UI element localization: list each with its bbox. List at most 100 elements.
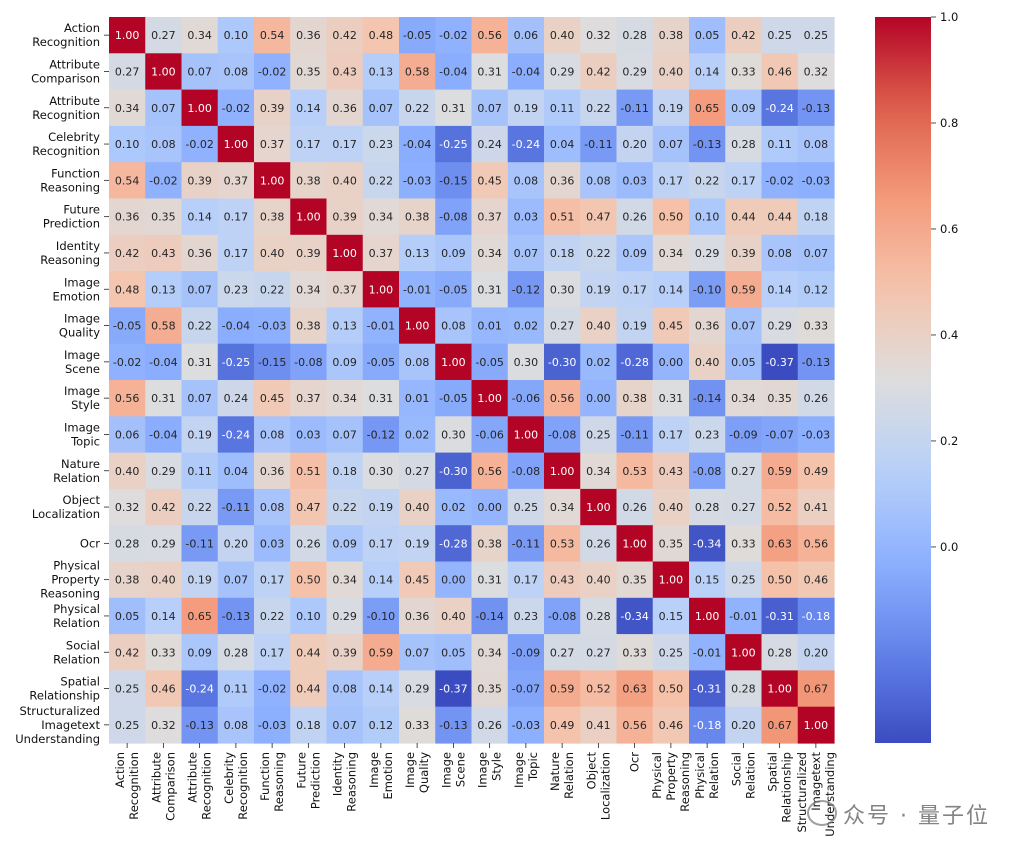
heatmap-cell <box>399 198 436 236</box>
cell-value-label: -0.06 <box>475 428 503 441</box>
heatmap-cell <box>362 706 400 744</box>
cell-value-label: 0.39 <box>332 646 357 659</box>
cell-value-label: 0.29 <box>151 465 176 478</box>
cell-value-label: 0.08 <box>586 174 611 187</box>
heatmap-cell <box>616 307 654 345</box>
heatmap-cell <box>326 452 364 490</box>
heatmap-cell <box>109 488 146 526</box>
cell-value-label: 0.26 <box>804 392 829 405</box>
heatmap-cell <box>725 162 763 200</box>
cell-value-label: 0.14 <box>296 102 321 115</box>
cell-value-label: 0.34 <box>187 29 212 42</box>
heatmap-cell <box>399 416 436 454</box>
row-label: Attribute Recognition <box>32 94 100 122</box>
heatmap-cell <box>471 271 509 308</box>
cell-value-label: -0.11 <box>185 537 213 550</box>
cell-value-label: -0.03 <box>802 428 830 441</box>
cell-value-label: 0.20 <box>731 719 756 732</box>
heatmap-cell <box>326 307 364 345</box>
heatmap-cell <box>290 198 328 236</box>
cell-value-label: 0.32 <box>151 719 176 732</box>
cell-value-label: 0.25 <box>115 683 140 696</box>
heatmap-cell <box>399 307 436 345</box>
heatmap-cell <box>109 162 146 200</box>
cell-value-label: 0.07 <box>187 283 212 296</box>
cell-value-label: 0.15 <box>659 610 684 623</box>
cell-value-label: 0.59 <box>550 683 575 696</box>
cell-value-label: -0.02 <box>765 174 793 187</box>
heatmap-cell <box>254 452 291 490</box>
heatmap-cell <box>761 125 799 163</box>
cell-value-label: 0.17 <box>514 574 539 587</box>
heatmap-cell <box>797 307 835 345</box>
heatmap-cell <box>217 307 255 345</box>
heatmap-cell <box>290 271 328 308</box>
heatmap-cell <box>797 125 835 163</box>
cell-value-label: 0.29 <box>622 65 647 78</box>
cell-value-label: 0.56 <box>115 392 140 405</box>
colorbar-tick-label: 0.2 <box>940 434 958 448</box>
heatmap-cell <box>109 17 146 54</box>
heatmap-cell <box>544 706 581 744</box>
cell-value-label: -0.34 <box>693 537 721 550</box>
heatmap-cell <box>797 380 835 417</box>
cell-value-label: 0.27 <box>731 501 756 514</box>
heatmap-cell <box>689 17 726 54</box>
cell-value-label: 0.33 <box>731 65 756 78</box>
cell-value-label: -0.01 <box>403 283 431 296</box>
heatmap-cell <box>145 416 183 454</box>
cell-value-label: 0.10 <box>224 29 249 42</box>
cell-value-label: -0.09 <box>512 646 540 659</box>
cell-value-label: 0.07 <box>224 574 249 587</box>
heatmap-cell <box>761 597 799 635</box>
heatmap-cell <box>217 89 255 127</box>
cell-value-label: 0.39 <box>332 211 357 224</box>
cell-value-label: 0.58 <box>151 320 176 333</box>
cell-value-label: 0.42 <box>151 501 176 514</box>
cell-value-label: 0.54 <box>260 29 285 42</box>
heatmap-cell <box>580 597 618 635</box>
heatmap-cell <box>254 380 291 417</box>
cell-value-label: 0.08 <box>405 356 430 369</box>
row-label: Attribute Comparison <box>31 57 100 85</box>
cell-value-label: -0.03 <box>802 174 830 187</box>
colorbar-tick-label: 0.0 <box>940 540 958 554</box>
row-label: Action Recognition <box>32 21 100 49</box>
heatmap-cell <box>616 234 654 272</box>
heatmap-cell <box>399 343 436 381</box>
cell-value-label: 0.42 <box>115 247 140 260</box>
heatmap-cell <box>435 307 473 345</box>
cell-value-label: 0.24 <box>224 392 249 405</box>
cell-value-label: 0.14 <box>695 65 720 78</box>
heatmap-cell <box>217 488 255 526</box>
heatmap-cell <box>725 125 763 163</box>
cell-value-label: 0.02 <box>586 356 611 369</box>
cell-value-label: 0.07 <box>405 646 430 659</box>
heatmap-cell <box>507 561 545 599</box>
cell-value-label: 0.09 <box>332 537 357 550</box>
cell-value-label: 0.37 <box>332 283 357 296</box>
cell-value-label: -0.03 <box>403 174 431 187</box>
heatmap-cell <box>109 53 146 91</box>
heatmap-cell <box>181 634 219 671</box>
heatmap-cell <box>181 670 219 708</box>
cell-value-label: -0.01 <box>729 610 757 623</box>
heatmap-cell <box>145 125 183 163</box>
heatmap-cell <box>761 17 799 54</box>
cell-value-label: 0.38 <box>260 211 285 224</box>
cell-value-label: 0.00 <box>659 356 684 369</box>
heatmap-cell <box>326 17 364 54</box>
heatmap-cell <box>507 125 545 163</box>
heatmap-cell <box>725 561 763 599</box>
heatmap-cell <box>725 198 763 236</box>
cell-value-label: -0.30 <box>439 465 467 478</box>
cell-value-label: 0.49 <box>804 465 829 478</box>
cell-value-label: 0.56 <box>477 465 502 478</box>
cell-value-label: 0.01 <box>477 320 502 333</box>
heatmap-cell <box>725 271 763 308</box>
cell-value-label: 0.24 <box>477 138 502 151</box>
cell-value-label: 0.17 <box>332 138 357 151</box>
heatmap-cell <box>362 634 400 671</box>
heatmap-cell <box>362 488 400 526</box>
